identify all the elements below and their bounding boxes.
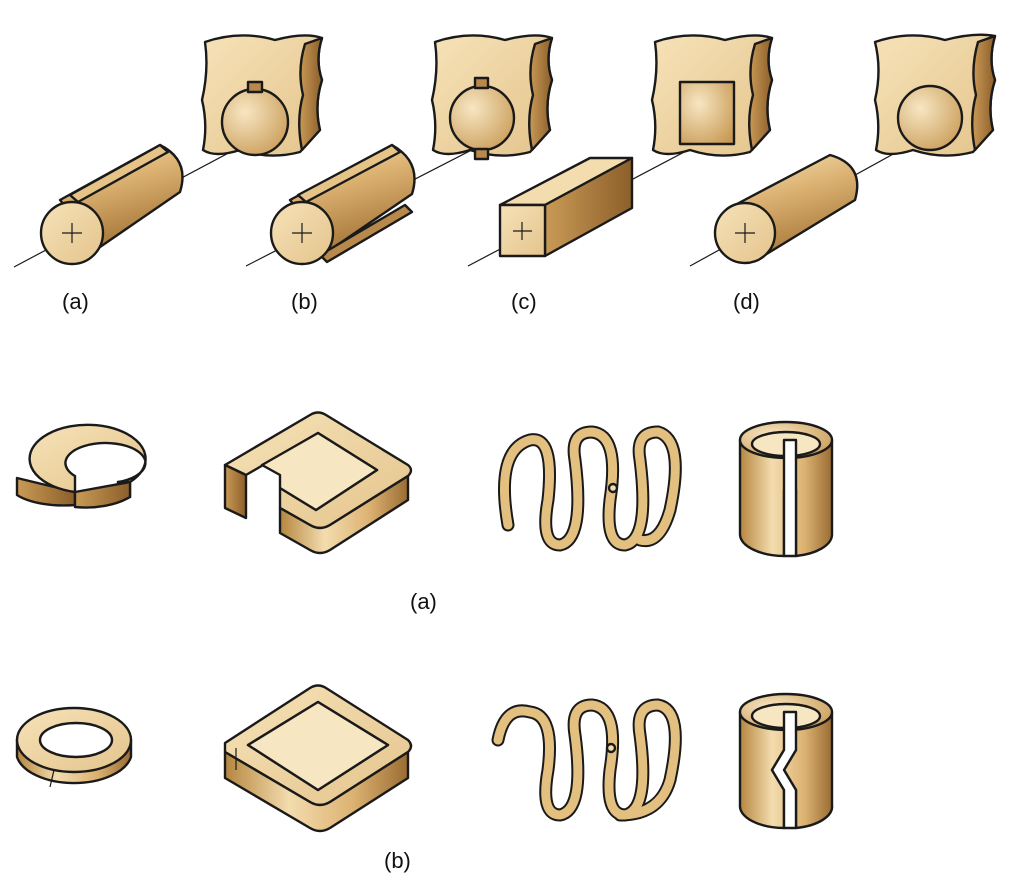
slit-tube-stepped (738, 692, 834, 830)
slit-tube-straight (738, 420, 834, 558)
hub-side (971, 34, 997, 152)
spline-upper (296, 143, 402, 204)
splined-shaft-assembly (245, 34, 554, 267)
center-mark (735, 223, 755, 243)
label-row3: (b) (384, 848, 411, 873)
hub-square-bore (678, 80, 736, 146)
coil-spring-open (497, 425, 682, 552)
hub-side (298, 36, 324, 152)
spline-top (473, 76, 490, 90)
center-mark (292, 223, 312, 243)
hub-side (528, 36, 554, 152)
spline-lower (318, 203, 414, 264)
hub-side (748, 36, 774, 152)
label-row2: (a) (410, 589, 437, 614)
square-frame-closed (223, 684, 413, 833)
split-line (49, 769, 55, 788)
center-mark (62, 223, 82, 243)
label-row1-a: (a) (62, 289, 89, 314)
keyed-shaft-assembly (13, 34, 324, 268)
label-row1-d: (d) (733, 289, 760, 314)
round-shaft-assembly (689, 33, 997, 267)
label-row1-c: (c) (511, 289, 537, 314)
hub-bore (896, 84, 964, 152)
spline-bottom (473, 147, 490, 161)
center-mark (513, 222, 532, 240)
shaft-key (68, 143, 170, 204)
split-ring-closed (15, 706, 133, 788)
keyway (246, 80, 264, 94)
square-shaft-assembly (467, 34, 774, 267)
split-ring-open (15, 423, 147, 509)
label-row1-b: (b) (291, 289, 318, 314)
square-frame-open (223, 411, 413, 555)
coil-spring-closed (491, 698, 682, 822)
hub-bore (220, 87, 290, 157)
hub-bore (448, 84, 516, 152)
